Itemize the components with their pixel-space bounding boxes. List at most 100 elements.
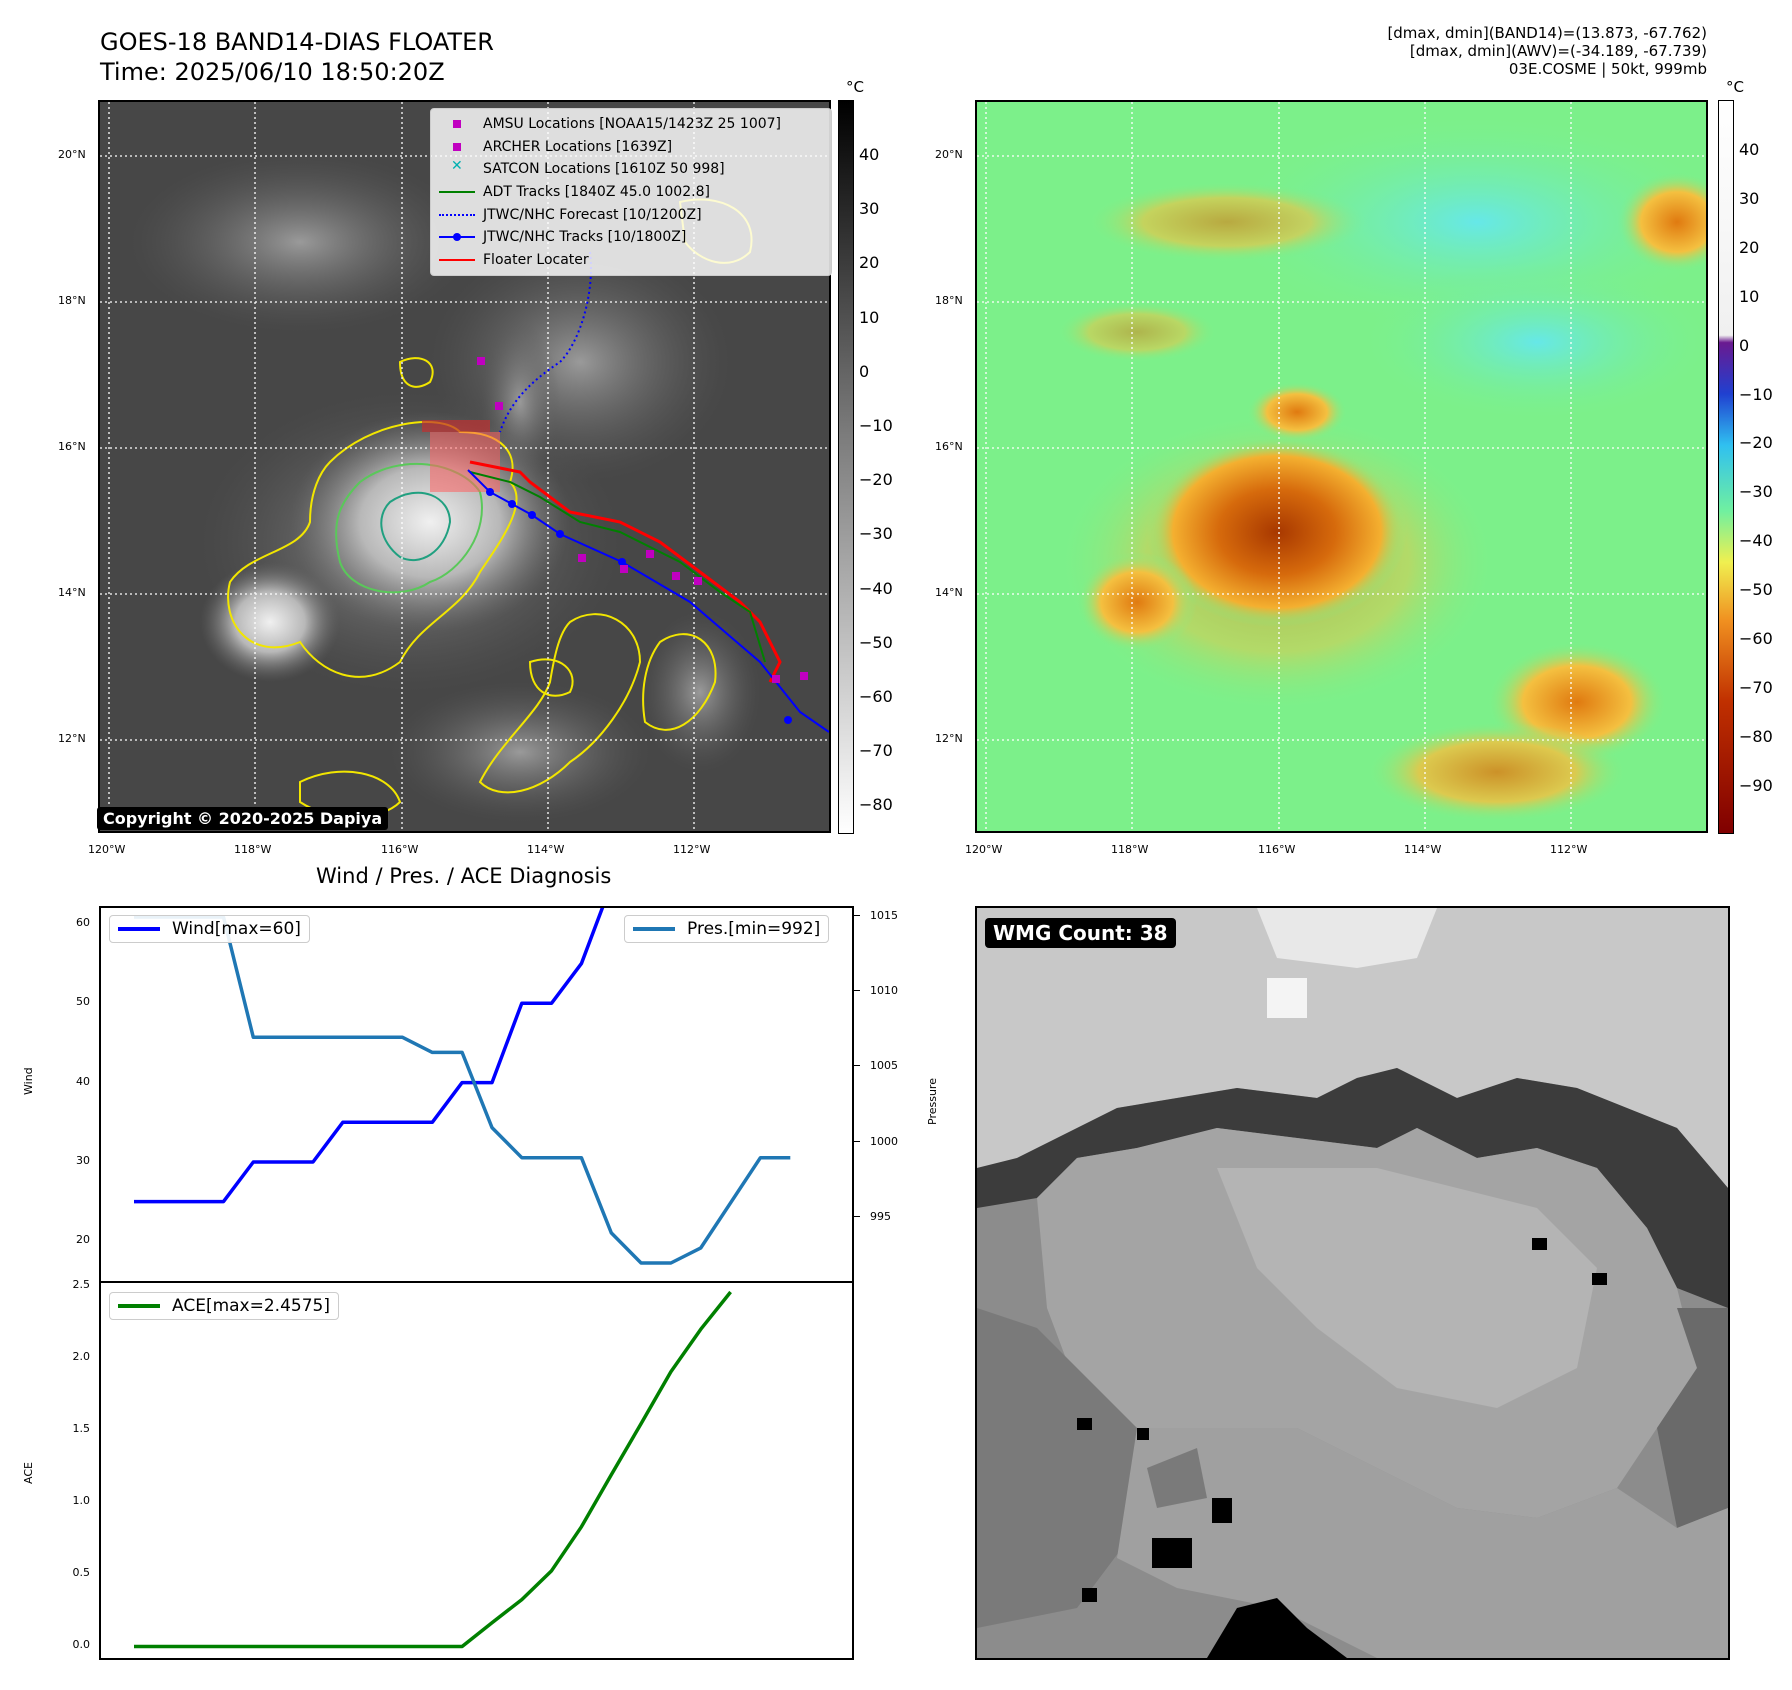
ir-colorbar-tick-4: 0	[859, 361, 870, 381]
wv-colorbar-tick-10: −60	[1739, 629, 1773, 648]
pres-tick-0: 995	[870, 1209, 891, 1223]
band14-range: [dmax, dmin](BAND14)=(13.873, -67.762)	[1387, 24, 1707, 42]
wv-lat-tick-4: 12°N	[935, 732, 963, 745]
ir-colorbar-unit: °C	[846, 78, 864, 96]
ace-tick-0: 0.0	[72, 1638, 91, 1652]
ir-colorbar-tick-6: −20	[859, 470, 893, 490]
ir-lat-tick-3: 14°N	[58, 586, 86, 599]
pres-tick-2: 1005	[870, 1059, 898, 1073]
ir-lat-tick-1: 18°N	[58, 294, 86, 307]
figure-title-line1: GOES-18 BAND14-DIAS FLOATER	[100, 28, 494, 56]
wv-colorbar-tick-9: −50	[1739, 580, 1773, 600]
wind-pres-plot	[99, 906, 854, 1283]
pres-tick-3: 1010	[870, 984, 898, 998]
ace-svg	[134, 1290, 732, 1649]
ir-lon-tick-0: 120°W	[88, 843, 126, 856]
series-line-wind	[134, 908, 605, 1204]
wmg-count-badge: WMG Count: 38	[985, 918, 1176, 948]
ace-tick-3: 1.5	[72, 1422, 91, 1436]
wv-lon-tick-3: 114°W	[1404, 843, 1442, 856]
ace-tick-4: 2.0	[72, 1350, 91, 1363]
legend-item-amsu: AMSU Locations [NOAA15/1423Z 25 1007]	[439, 113, 823, 136]
pres-tick-mark	[854, 915, 860, 917]
ir-lat-tick-4: 12°N	[58, 732, 86, 745]
pres-tick-mark	[854, 1065, 860, 1067]
legend-item-archer: ARCHER Locations [1639Z]	[439, 136, 823, 159]
wv-colorbar-tick-3: 10	[1739, 286, 1760, 306]
wv-colorbar-tick-4: 0	[1739, 335, 1750, 355]
header-right-info: [dmax, dmin](BAND14)=(13.873, -67.762) […	[1207, 24, 1707, 78]
wv-colorbar-unit: °C	[1726, 78, 1744, 96]
series-line-ace	[134, 1290, 732, 1649]
storm-info: 03E.COSME | 50kt, 999mb	[1508, 60, 1707, 78]
wind-tick-3: 50	[76, 995, 90, 1009]
ir-colorbar-tick-10: −60	[859, 687, 893, 706]
ir-colorbar-tick-0: 40	[859, 145, 880, 164]
ace-ylabel: ACE	[22, 1462, 35, 1484]
ace-tick-5: 2.5	[72, 1277, 91, 1291]
wv-colorbar-tick-8: −40	[1739, 531, 1773, 551]
ir-lat-tick-0: 20°N	[58, 148, 86, 161]
pres-tick-1: 1000	[870, 1134, 898, 1148]
ir-colorbar-tick-7: −30	[859, 524, 893, 544]
ir-lon-tick-3: 114°W	[527, 843, 565, 856]
pres-ylabel: Pressure	[926, 1078, 939, 1125]
ir-lon-tick-4: 112°W	[673, 843, 711, 856]
wind-legend: Wind[max=60]	[109, 915, 310, 943]
series-line-pressure	[134, 915, 791, 1265]
ir-lon-tick-1: 118°W	[234, 843, 272, 856]
wv-colorbar	[1718, 100, 1734, 834]
diagnosis-title: Wind / Pres. / ACE Diagnosis	[316, 864, 612, 888]
wv-colorbar-tick-0: 40	[1739, 140, 1760, 159]
ir-colorbar-tick-5: −10	[859, 416, 893, 435]
wv-lon-tick-1: 118°W	[1111, 843, 1149, 856]
wind-tick-1: 30	[76, 1153, 90, 1167]
pres-legend: Pres.[min=992]	[624, 915, 830, 943]
pres-tick-mark	[854, 1215, 860, 1217]
ir-colorbar-tick-9: −50	[859, 632, 893, 652]
wv-lat-tick-0: 20°N	[935, 148, 963, 161]
ir-colorbar-tick-1: 30	[859, 199, 880, 219]
awv-range: [dmax, dmin](AWV)=(-34.189, -67.739)	[1409, 42, 1707, 60]
wind-tick-0: 20	[76, 1233, 90, 1247]
map-legend: AMSU Locations [NOAA15/1423Z 25 1007] AR…	[430, 108, 832, 277]
legend-item-forecast: JTWC/NHC Forecast [10/1200Z]	[439, 203, 823, 226]
wv-lat-tick-3: 14°N	[935, 586, 963, 599]
wind-pres-svg	[134, 908, 791, 1265]
wind-tick-4: 60	[76, 915, 90, 929]
wv-colorbar-tick-1: 30	[1739, 188, 1760, 208]
wv-colorbar-tick-5: −10	[1739, 384, 1773, 404]
ace-legend: ACE[max=2.4575]	[109, 1292, 339, 1320]
wv-colorbar-tick-11: −70	[1739, 677, 1773, 697]
wind-tick-2: 40	[76, 1074, 90, 1088]
legend-item-floater: Floater Locater	[439, 249, 823, 272]
pres-tick-4: 1015	[870, 909, 898, 923]
ir-colorbar-tick-12: −80	[859, 795, 893, 815]
ir-colorbar-tick-8: −40	[859, 578, 893, 598]
wv-lon-tick-4: 112°W	[1550, 843, 1588, 856]
ir-lat-tick-2: 16°N	[58, 440, 86, 453]
legend-item-satcon: ✕ SATCON Locations [1610Z 50 998]	[451, 158, 725, 178]
wv-map-panel	[975, 100, 1708, 833]
copyright-label: Copyright © 2020-2025 Dapiya	[97, 807, 389, 830]
wv-lat-tick-2: 16°N	[935, 440, 963, 453]
figure-title-line2: Time: 2025/06/10 18:50:20Z	[100, 58, 445, 86]
wv-colorbar-tick-13: −90	[1739, 775, 1773, 795]
ace-tick-1: 0.5	[72, 1566, 91, 1580]
legend-item-adt: ADT Tracks [1840Z 45.0 1002.8]	[439, 181, 823, 204]
ace-tick-2: 1.0	[72, 1494, 91, 1508]
pres-tick-mark	[854, 1140, 860, 1142]
wmg-imagery	[977, 908, 1728, 1658]
wmg-panel	[975, 906, 1730, 1660]
ace-plot	[99, 1281, 854, 1660]
wv-colorbar-tick-2: 20	[1739, 237, 1760, 257]
pres-tick-mark	[854, 990, 860, 992]
wv-lat-tick-1: 18°N	[935, 294, 963, 307]
ir-colorbar-tick-2: 20	[859, 253, 880, 273]
wv-lon-tick-0: 120°W	[965, 843, 1003, 856]
wv-colorbar-tick-7: −30	[1739, 482, 1773, 502]
ir-colorbar	[838, 100, 854, 834]
ir-colorbar-tick-11: −70	[859, 741, 893, 761]
wind-ylabel: Wind	[22, 1067, 35, 1095]
wv-imagery	[977, 102, 1706, 831]
